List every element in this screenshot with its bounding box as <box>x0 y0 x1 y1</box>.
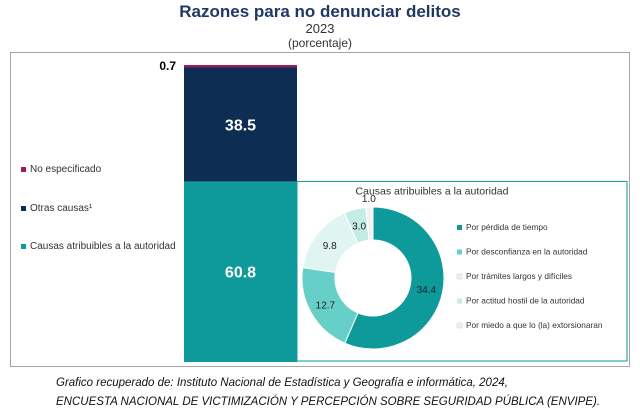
bar-segment-no-especificado <box>184 65 297 68</box>
donut-legend-swatch-por-miedo-a-que-lo-la-extorsionaran <box>456 322 463 329</box>
chart-title: Razones para no denunciar delitos <box>179 2 461 21</box>
donut-legend-swatch-por-actitud-hostil-de-la-autoridad <box>457 298 462 304</box>
donut-slice-por-perdida-de-tiempo <box>344 206 445 350</box>
donut-label-por-desconfianza-en-la-autoridad: 12.7 <box>316 301 336 312</box>
bar-label-causas-atribuibles-a-la-autoridad: 60.8 <box>225 265 256 282</box>
source-line-1: Grafico recuperado de: Instituto Naciona… <box>56 377 508 389</box>
donut-legend-item-por-desconfianza-en-la-autoridad: Por desconfianza en la autoridad <box>466 247 588 257</box>
donut-label-por-tramites-largos-y-dificiles: 9.8 <box>323 241 337 252</box>
chart-year: 2023 <box>305 21 335 36</box>
donut-legend-item-por-tramites-largos-y-dificiles: Por trámites largos y difíciles <box>466 271 572 281</box>
legend-item-causas-atribuibles-a-la-autoridad: Causas atribuibles a la autoridad <box>30 241 176 252</box>
donut-legend-item-por-miedo-a-que-lo-la-extorsionaran: Por miedo a que lo (la) extorsionaran <box>466 320 603 330</box>
donut-slice-por-miedo-a-que-lo-la-extorsionaran <box>365 206 374 241</box>
chart-canvas: 60.8 38.5 0.7 Causas atribuibles a la autor… <box>21 59 628 362</box>
chart-unit: (porcentaje) <box>287 36 353 50</box>
donut-label-por-perdida-de-tiempo: 34.4 <box>417 285 437 296</box>
source-line-2: ENCUESTA NACIONAL DE VICTIMIZACIÓN Y PER… <box>56 396 601 408</box>
bar-segment-otras-causas <box>184 67 297 182</box>
legend-item-no-especificado: No especificado <box>30 164 102 175</box>
legend-swatch-no-especificado <box>21 167 26 172</box>
legend-item-otras-causas: Otras causas¹ <box>30 203 93 214</box>
bar-label-no-especificado: 0.7 <box>159 59 176 73</box>
donut-legend-swatch-por-tramites-largos-y-dificiles <box>456 273 463 280</box>
donut-title: Causas atribuibles a la autoridad <box>356 185 509 197</box>
donut-legend-item-por-perdida-de-tiempo: Por pérdida de tiempo <box>466 222 548 232</box>
chart-frame: 60.8 38.5 0.7 Causas atribuibles a la autor… <box>10 52 630 367</box>
legend-swatch-otras-causas <box>21 206 26 211</box>
bar-segment-causas-atribuibles-a-la-autoridad <box>184 181 297 362</box>
donut-legend-swatch-por-desconfianza-en-la-autoridad <box>457 249 462 255</box>
donut-legend-item-por-actitud-hostil-de-la-autoridad: Por actitud hostil de la autoridad <box>466 296 585 306</box>
legend-swatch-causas-atribuibles-a-la-autoridad <box>21 244 26 249</box>
bar-label-otras-causas: 38.5 <box>225 117 256 134</box>
donut-legend-swatch-por-perdida-de-tiempo <box>457 225 462 230</box>
breakdown-box <box>296 180 628 362</box>
donut-label-por-actitud-hostil-de-la-autoridad: 3.0 <box>352 221 366 232</box>
donut-label-por-miedo-a-que-lo-la-extorsionaran: 1.0 <box>362 194 376 205</box>
